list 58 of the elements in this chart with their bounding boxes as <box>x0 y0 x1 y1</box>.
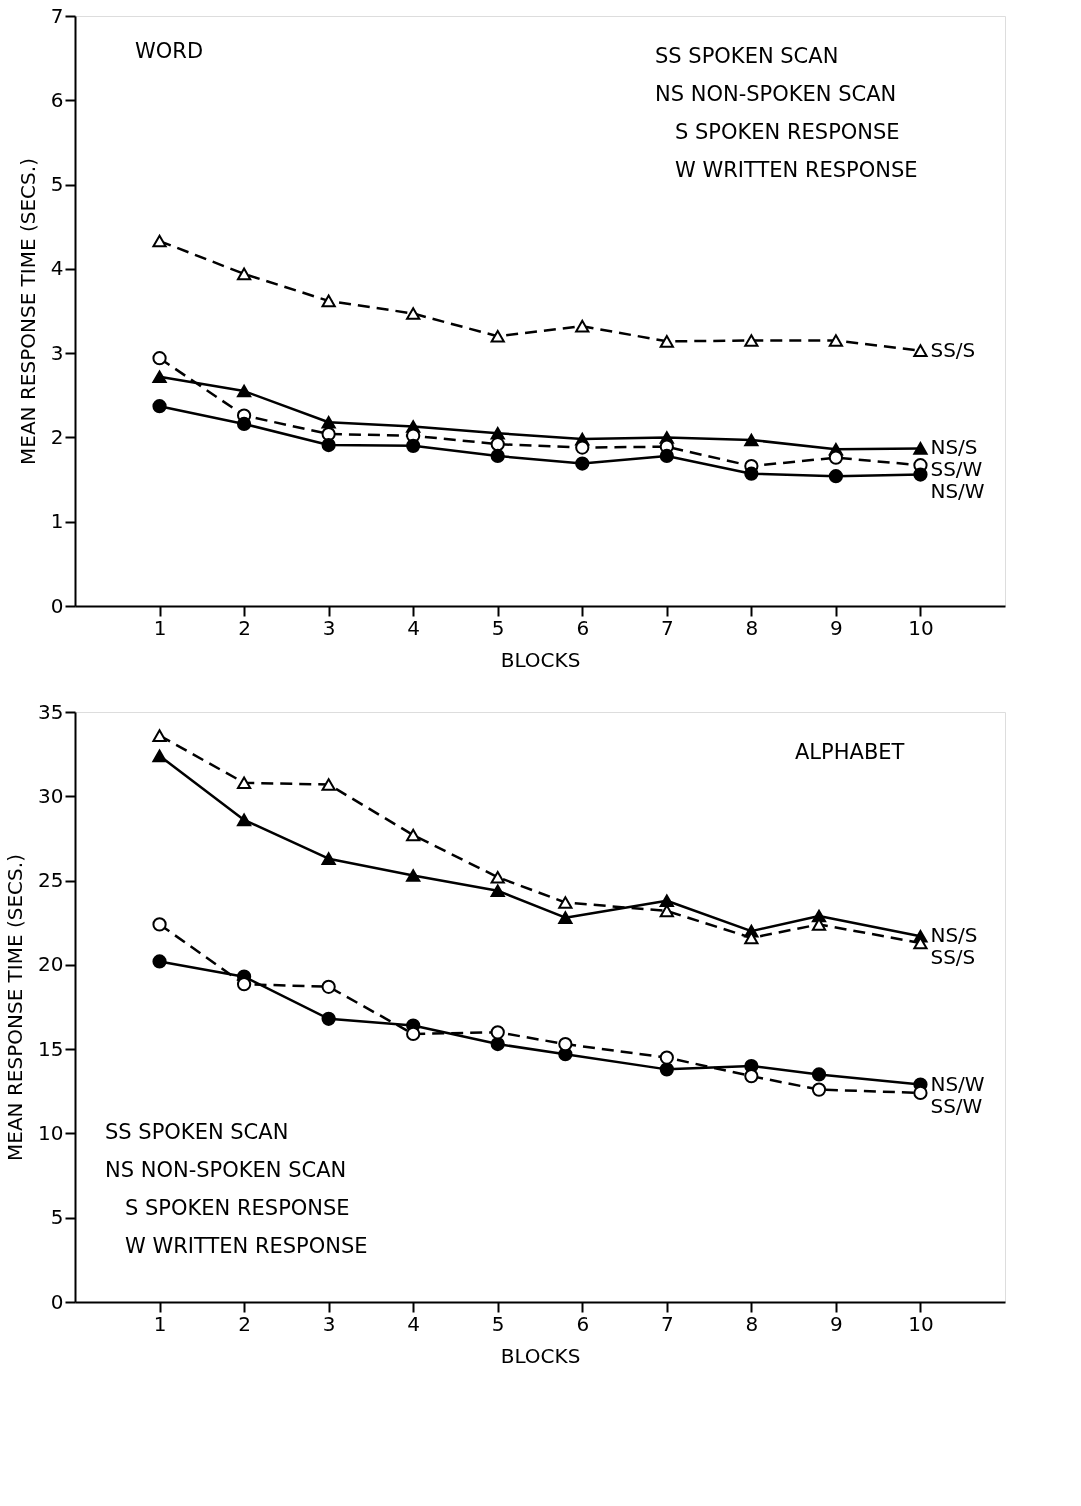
annotation: NS NON-SPOKEN SCAN <box>655 82 897 106</box>
x-tick-label: 5 <box>491 1311 505 1336</box>
x-tick-label: 4 <box>407 615 421 640</box>
x-tick-label: 6 <box>576 615 590 640</box>
text: ALPHABET <box>795 740 905 764</box>
x-axis-title: BLOCKS <box>500 1343 581 1368</box>
y-tick-label: 1 <box>50 509 64 534</box>
x-tick-label: 1 <box>153 615 167 640</box>
x-tick-label: 6 <box>576 1311 590 1336</box>
series-label: SS/S <box>930 945 976 970</box>
y-tick-label: 5 <box>50 1205 64 1230</box>
y-tick-label: 5 <box>50 172 64 197</box>
y-tick-label: 3 <box>50 340 64 365</box>
y-tick-label: 0 <box>50 593 64 618</box>
annotation: SS SPOKEN SCAN <box>655 44 839 68</box>
y-tick-label: 7 <box>50 3 64 28</box>
x-tick-label: 1 <box>153 1311 167 1336</box>
x-tick-label: 9 <box>830 1311 843 1336</box>
series-label: SS/S <box>930 337 976 362</box>
y-tick-label: 2 <box>50 424 64 449</box>
x-tick-label: 8 <box>745 615 759 640</box>
text: WORD <box>135 39 204 63</box>
x-axis-title: BLOCKS <box>500 647 581 672</box>
series-label: NS/S <box>930 435 978 460</box>
x-tick-label: 9 <box>830 615 843 640</box>
y-tick-label: 10 <box>38 1120 64 1145</box>
y-tick-label: 0 <box>50 1289 64 1314</box>
y-tick-label: 6 <box>50 87 64 112</box>
y-axis-title: MEAN RESPONSE TIME (SECS.) <box>15 158 40 465</box>
y-tick-label: 35 <box>38 699 64 724</box>
y-tick-label: 30 <box>38 783 64 808</box>
x-tick-label: 8 <box>745 1311 759 1336</box>
annotation: S SPOKEN RESPONSE <box>675 120 900 144</box>
y-tick-label: 15 <box>38 1036 64 1061</box>
series-label: NS/W <box>930 1071 985 1096</box>
x-tick-label: 3 <box>322 1311 336 1336</box>
series-label: NS/W <box>930 479 985 504</box>
series-label: SS/W <box>930 457 983 482</box>
annotation: NS NON-SPOKEN SCAN <box>105 1158 347 1182</box>
x-tick-label: 10 <box>908 615 934 640</box>
annotation: W WRITTEN RESPONSE <box>675 158 918 182</box>
y-tick-label: 4 <box>50 256 64 281</box>
x-tick-label: 10 <box>908 1311 934 1336</box>
x-tick-label: 2 <box>238 615 251 640</box>
y-tick-label: 20 <box>38 952 64 977</box>
y-tick-label: 25 <box>38 868 64 893</box>
x-tick-label: 4 <box>407 1311 421 1336</box>
x-tick-label: 7 <box>660 1311 674 1336</box>
annotation: W WRITTEN RESPONSE <box>125 1234 368 1258</box>
series-label: NS/S <box>930 923 978 948</box>
x-tick-label: 7 <box>660 615 674 640</box>
annotation: SS SPOKEN SCAN <box>105 1120 289 1144</box>
x-tick-label: 2 <box>238 1311 251 1336</box>
x-tick-label: 5 <box>491 615 505 640</box>
series-label: SS/W <box>930 1093 983 1118</box>
x-tick-label: 3 <box>322 615 336 640</box>
annotation: S SPOKEN RESPONSE <box>125 1196 350 1220</box>
y-axis-title: MEAN RESPONSE TIME (SECS.) <box>3 854 28 1161</box>
